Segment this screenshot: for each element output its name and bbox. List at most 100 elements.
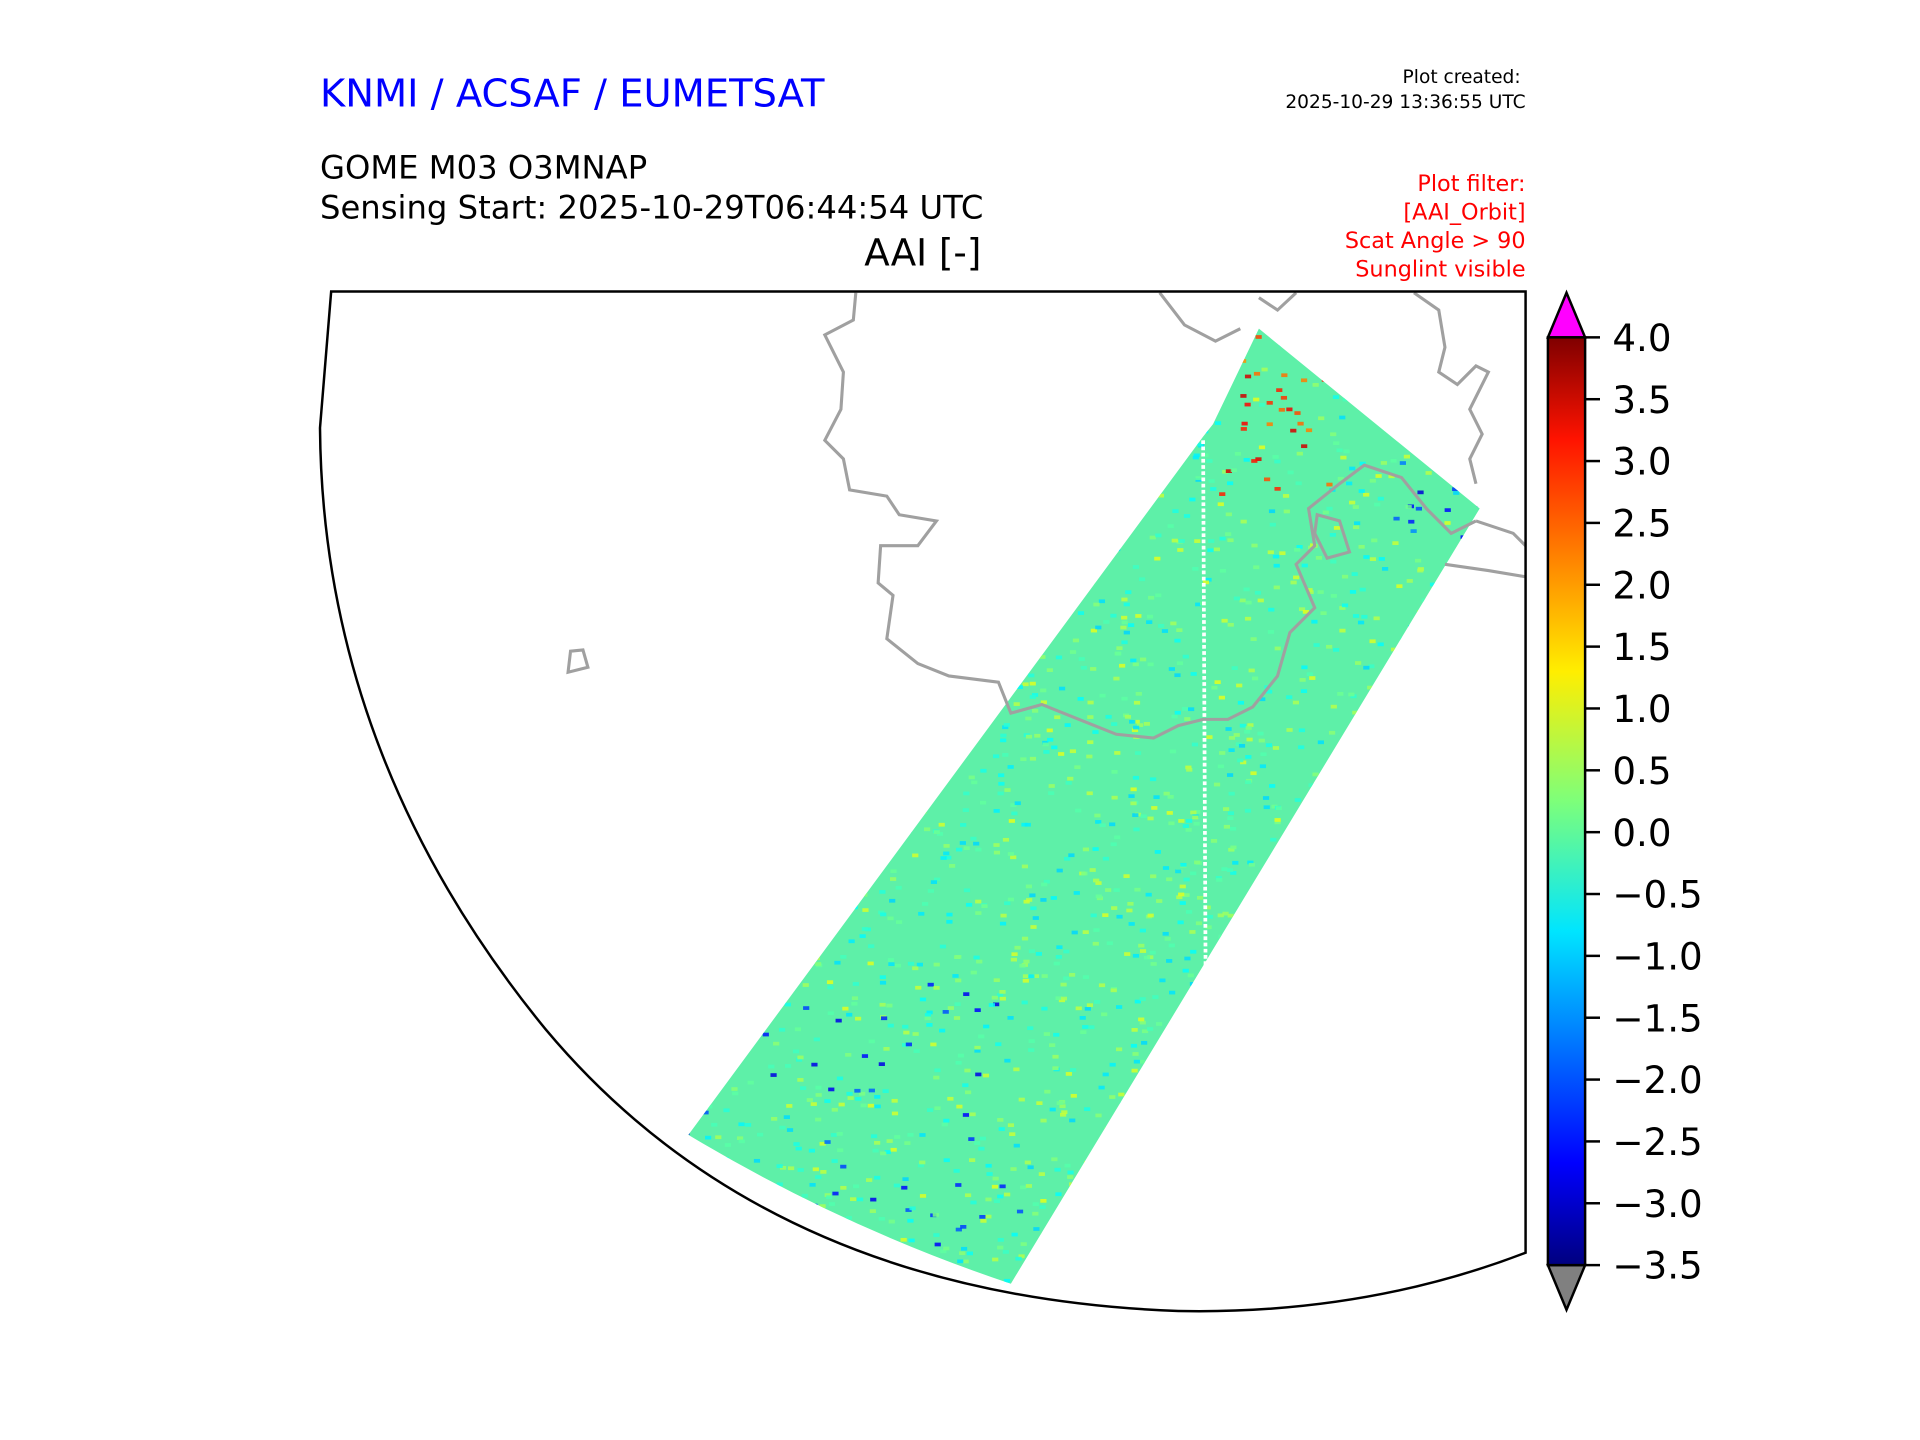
swath-pixel xyxy=(1359,587,1366,592)
swath-pixel xyxy=(1458,817,1466,822)
swath-pixel xyxy=(1234,1124,1241,1128)
swath-pixel xyxy=(1383,1247,1390,1252)
swath-pixel xyxy=(951,1275,958,1280)
swath-pixel xyxy=(1227,811,1235,816)
swath-pixel xyxy=(1258,445,1266,450)
swath-pixel xyxy=(997,387,1005,392)
swath-pixel xyxy=(1180,862,1187,867)
swath-pixel xyxy=(768,822,775,827)
swath-pixel xyxy=(704,944,712,948)
swath-pixel xyxy=(1085,332,1093,336)
swath-pixel xyxy=(1149,950,1156,955)
swath-pixel xyxy=(1133,700,1141,705)
swath-pixel xyxy=(1221,618,1228,623)
swath-pixel xyxy=(975,899,982,904)
swath-pixel xyxy=(1051,745,1058,750)
swath-pixel xyxy=(1132,1052,1139,1056)
swath-pixel xyxy=(805,450,812,455)
swath-pixel xyxy=(688,819,694,824)
swath-pixel xyxy=(1040,1118,1047,1123)
swath-pixel xyxy=(900,530,907,535)
swath-pixel xyxy=(1301,563,1308,568)
swath-pixel xyxy=(1406,888,1414,892)
swath-pixel xyxy=(770,779,778,784)
swath-pixel xyxy=(1481,340,1487,344)
swath-pixel xyxy=(893,1183,900,1188)
swath-pixel xyxy=(693,1269,700,1274)
swath-pixel xyxy=(1259,1270,1267,1275)
swath-pixel xyxy=(1378,557,1385,561)
swath-pixel xyxy=(1144,1209,1152,1213)
swath-pixel xyxy=(866,705,873,710)
swath-pixel xyxy=(731,1087,738,1091)
swath-pixel xyxy=(1135,1103,1142,1108)
swath-pixel xyxy=(719,966,726,970)
swath-pixel xyxy=(927,982,934,987)
swath-pixel xyxy=(1117,386,1125,391)
swath-pixel xyxy=(1474,1198,1480,1203)
swath-pixel xyxy=(1221,867,1228,871)
swath-pixel xyxy=(1141,1040,1148,1045)
swath-pixel xyxy=(1484,1200,1490,1204)
swath-pixel xyxy=(1079,1015,1086,1020)
swath-pixel xyxy=(1004,788,1011,792)
swath-pixel xyxy=(720,1240,728,1245)
swath-pixel xyxy=(1029,681,1036,686)
swath-pixel xyxy=(898,730,905,735)
swath-pixel xyxy=(824,1193,831,1197)
swath-pixel xyxy=(1376,1282,1383,1284)
swath-pixel xyxy=(884,538,891,542)
swath-pixel xyxy=(1217,1046,1224,1051)
swath-pixel xyxy=(997,791,1004,796)
swath-pixel xyxy=(1355,995,1362,999)
swath-pixel xyxy=(1055,1192,1062,1197)
swath-pixel xyxy=(1210,839,1218,843)
swath-pixel xyxy=(1441,908,1449,913)
swath-pixel xyxy=(1440,406,1447,410)
swath-pixel xyxy=(1066,590,1073,594)
swath-pixel xyxy=(1334,356,1342,361)
swath-pixel xyxy=(1153,441,1161,446)
swath-pixel xyxy=(756,577,763,581)
swath-pixel xyxy=(1022,514,1030,519)
swath-pixel xyxy=(1101,1012,1108,1017)
swath-pixel xyxy=(695,1222,702,1226)
swath-pixel xyxy=(932,1213,939,1217)
swath-pixel xyxy=(969,408,976,413)
swath-pixel xyxy=(1214,421,1222,425)
swath-pixel xyxy=(891,1111,899,1116)
swath-pixel xyxy=(956,634,963,638)
swath-pixel xyxy=(783,639,790,644)
swath-pixel xyxy=(1108,1131,1115,1136)
swath-pixel xyxy=(1301,665,1308,670)
swath-pixel xyxy=(884,1267,891,1272)
swath-pixel xyxy=(960,823,967,827)
swath-pixel xyxy=(1268,1097,1275,1102)
swath-pixel xyxy=(1291,897,1298,902)
swath-pixel xyxy=(1362,800,1369,805)
swath-pixel xyxy=(755,549,763,553)
swath-pixel xyxy=(726,1052,734,1056)
swath-pixel xyxy=(1035,392,1043,397)
swath-pixel xyxy=(1213,547,1221,552)
swath-pixel xyxy=(1004,1058,1011,1063)
swath-pixel xyxy=(1167,794,1174,799)
swath-pixel xyxy=(1414,375,1422,380)
swath-pixel xyxy=(1131,1132,1138,1137)
swath-pixel xyxy=(1052,329,1059,333)
swath-pixel xyxy=(933,985,940,990)
swath-pixel xyxy=(796,766,804,771)
swath-pixel xyxy=(1175,1022,1182,1026)
swath-pixel xyxy=(1329,803,1336,808)
swath-pixel xyxy=(1173,356,1180,361)
swath-pixel xyxy=(874,1094,881,1099)
swath-pixel xyxy=(1404,905,1411,909)
swath-pixel xyxy=(1193,453,1200,458)
swath-pixel xyxy=(1385,891,1392,895)
swath-pixel xyxy=(1068,972,1076,977)
swath-pixel xyxy=(945,522,952,527)
swath-pixel xyxy=(1438,880,1445,884)
swath-pixel xyxy=(1190,871,1197,876)
swath-pixel xyxy=(829,588,836,593)
swath-pixel xyxy=(1478,1124,1480,1129)
